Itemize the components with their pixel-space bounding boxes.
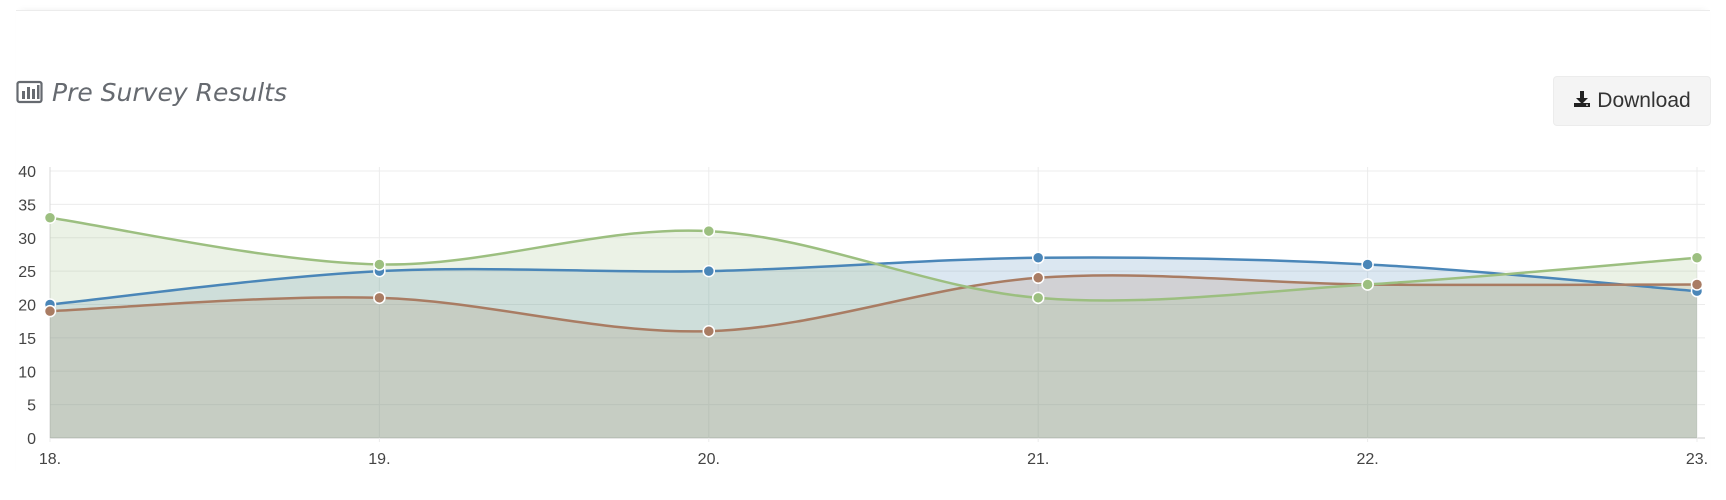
series-2-point	[702, 324, 716, 338]
series-1-point	[1031, 251, 1045, 265]
series-3-point	[1361, 278, 1374, 291]
y-tick-label: 30	[18, 231, 36, 248]
y-tick-label: 25	[18, 264, 36, 281]
x-tick-label: 23.	[1686, 451, 1708, 468]
series-3-point	[1690, 251, 1704, 265]
area-chart: 0 5 10 15 20 25 30 35 40 18. 19. 20. 21. 22. 23.	[18, 164, 1708, 468]
x-tick-label: 22.	[1356, 451, 1378, 468]
y-axis: 0 5 10 15 20 25 30 35 40	[18, 164, 36, 448]
y-tick-label: 5	[27, 398, 36, 415]
chart-header: Pre Survey Results	[16, 72, 287, 112]
series-2-point	[43, 304, 57, 318]
y-tick-label: 35	[18, 197, 36, 214]
series-3-line	[49, 216, 1698, 302]
chart-panel	[16, 10, 1710, 481]
y-tick-label: 15	[18, 331, 36, 348]
series-3-area	[50, 217, 1697, 438]
series-points	[43, 211, 1704, 338]
x-tick-label: 19.	[368, 451, 390, 468]
download-icon	[1573, 90, 1591, 113]
series-3-point	[1031, 291, 1045, 305]
series-1-point	[702, 264, 716, 278]
series-2-point	[373, 291, 386, 305]
series-3-point	[43, 211, 57, 224]
series-2-area	[50, 275, 1697, 438]
y-tick-label: 20	[18, 298, 36, 315]
x-tick-label: 21.	[1027, 451, 1049, 468]
download-label: Download	[1597, 89, 1691, 112]
bar-chart-icon	[16, 80, 44, 104]
y-tick-label: 0	[27, 431, 36, 448]
series-1-area	[50, 257, 1697, 438]
series-2-line	[49, 274, 1698, 333]
series-lines	[49, 216, 1698, 333]
y-tick-label: 10	[18, 364, 36, 381]
series-3-point	[702, 224, 716, 238]
series-areas	[50, 217, 1697, 438]
series-1-point	[1361, 258, 1374, 271]
series-3-point	[373, 258, 386, 271]
x-tick-label: 20.	[698, 451, 720, 468]
x-axis: 18. 19. 20. 21. 22. 23.	[39, 451, 1708, 468]
y-tick-label: 40	[18, 164, 36, 181]
x-tick-label: 18.	[39, 451, 61, 468]
grid	[49, 167, 1705, 442]
series-2-point	[1690, 278, 1704, 291]
series-2-point	[1031, 271, 1045, 285]
page-title: Pre Survey Results	[52, 77, 287, 107]
download-button[interactable]: Download	[1553, 76, 1711, 126]
